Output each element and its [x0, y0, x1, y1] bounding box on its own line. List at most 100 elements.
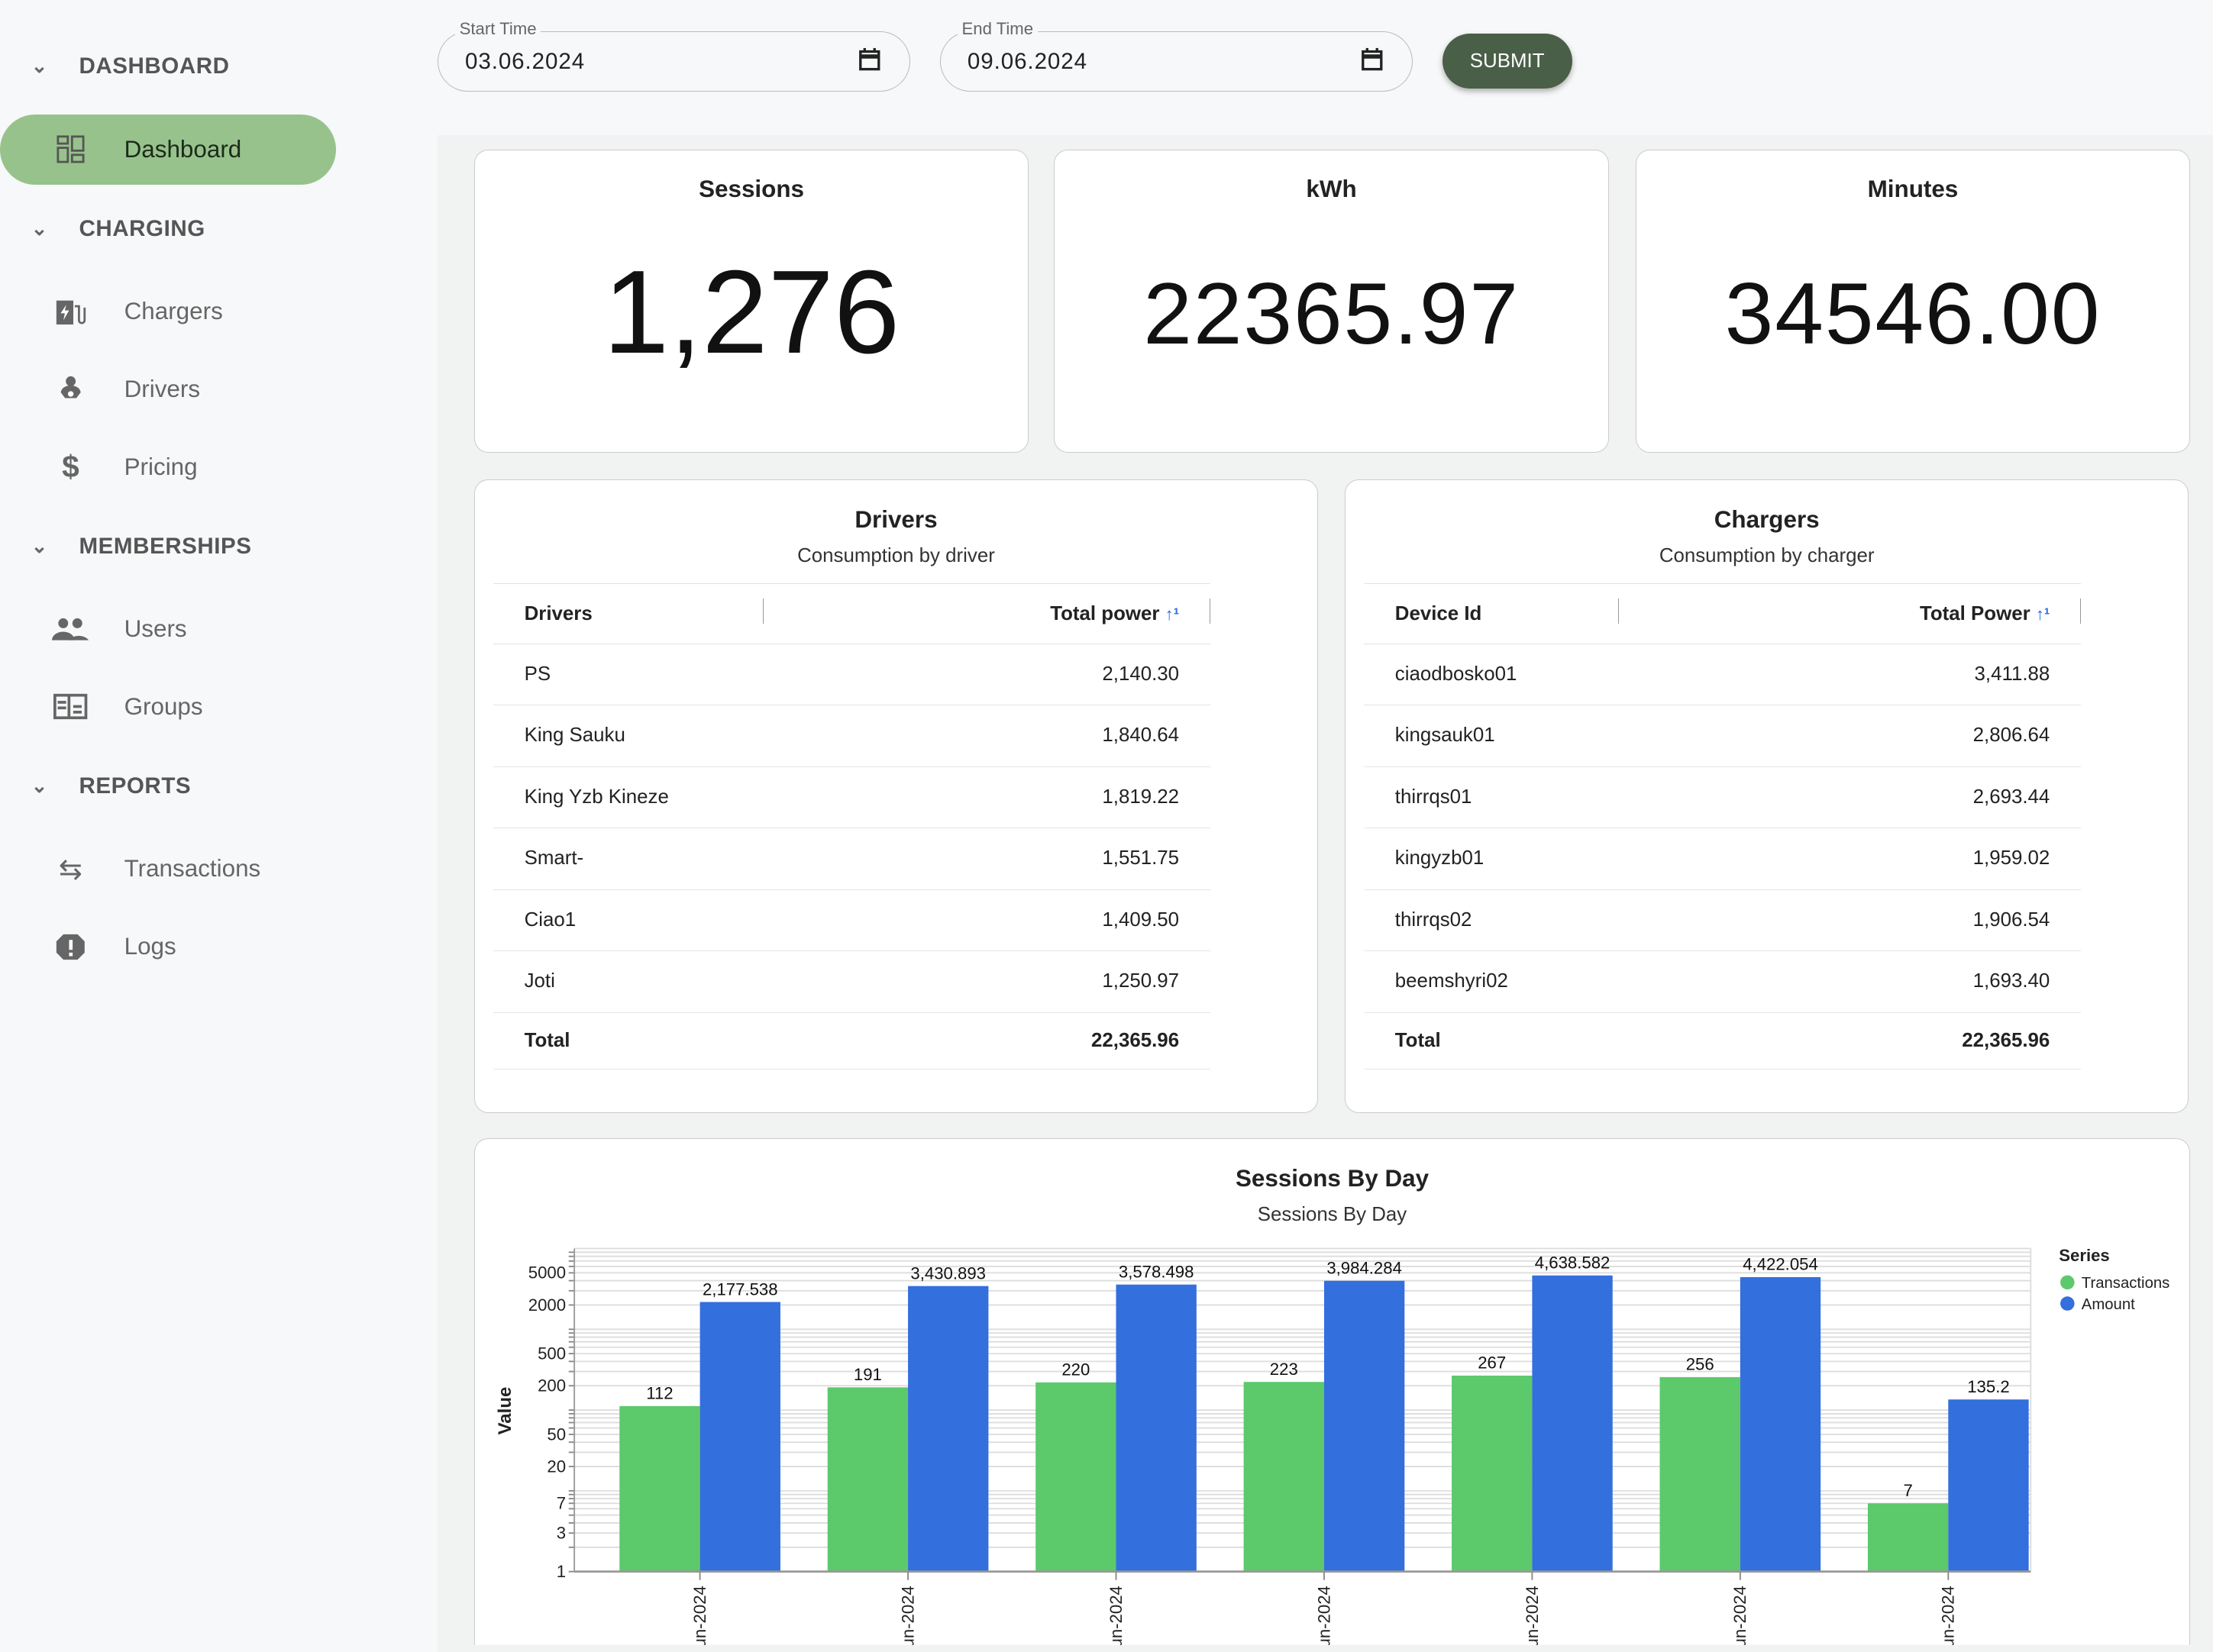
- bar-amount: [1323, 1280, 1405, 1572]
- column-header-total-power[interactable]: Total power ↑¹: [865, 583, 1210, 644]
- table-row[interactable]: thirrqs02 1,906.54: [1364, 889, 2081, 952]
- name-cell: King Sauku: [493, 705, 866, 767]
- data-label: 220: [1061, 1360, 1090, 1379]
- name-cell: thirrqs01: [1364, 766, 1715, 829]
- column-resize-handle[interactable]: [2079, 598, 2081, 624]
- y-tick-label: 3: [557, 1524, 566, 1543]
- end-time-field[interactable]: End Time 09.06.2024: [939, 19, 1413, 92]
- x-tick-label: Jun-2024: [1523, 1586, 1542, 1652]
- calendar-icon[interactable]: [1361, 47, 1384, 77]
- bar-amount: [1532, 1275, 1613, 1572]
- table-row[interactable]: Smart- 1,551.75: [493, 828, 1210, 890]
- sidebar-item-logs[interactable]: Logs: [0, 912, 336, 982]
- column-resize-handle[interactable]: [1617, 598, 1619, 624]
- dashboard-icon: [0, 135, 124, 163]
- section-memberships[interactable]: ⌄ MEMBERSHIPS: [31, 533, 252, 559]
- data-label: 191: [854, 1365, 882, 1384]
- minutes-card: Minutes 34546.00: [1635, 149, 2191, 453]
- bar-transactions: [1867, 1503, 1949, 1572]
- calendar-icon[interactable]: [858, 47, 881, 77]
- name-cell: PS: [493, 644, 866, 706]
- column-header-drivers[interactable]: Drivers: [493, 583, 866, 644]
- power-cell: 2,140.30: [865, 644, 1210, 706]
- driver-icon: [0, 376, 124, 404]
- column-header-device-id[interactable]: Device Id: [1364, 583, 1715, 644]
- name-cell: beemshyri02: [1364, 950, 1715, 1013]
- power-cell: 2,693.44: [1714, 766, 2081, 829]
- bar-amount: [1948, 1399, 2029, 1572]
- power-cell: 2,806.64: [1714, 705, 2081, 767]
- power-cell: 1,693.40: [1714, 950, 2081, 1013]
- column-header-total-power[interactable]: Total Power ↑¹: [1714, 583, 2081, 644]
- table-row[interactable]: kingyzb01 1,959.02: [1364, 828, 2081, 890]
- legend-swatch: [2060, 1275, 2075, 1290]
- bar-transactions: [1452, 1375, 1533, 1572]
- sidebar-item-transactions[interactable]: ⇆ Transactions: [0, 834, 336, 904]
- sidebar-item-chargers[interactable]: Chargers: [0, 276, 336, 347]
- sidebar-item-dashboard[interactable]: Dashboard: [0, 114, 336, 186]
- data-label: 4,638.582: [1535, 1254, 1610, 1273]
- data-label: 256: [1686, 1355, 1714, 1374]
- legend-swatch: [2060, 1296, 2075, 1311]
- drivers-card: Drivers Consumption by driver Drivers To…: [473, 479, 1319, 1114]
- bar-transactions: [619, 1405, 700, 1572]
- power-cell: 1,840.64: [865, 705, 1210, 767]
- table-row[interactable]: Joti 1,250.97: [493, 950, 1210, 1013]
- bar-amount: [1740, 1276, 1821, 1572]
- table-row[interactable]: King Yzb Kineze 1,819.22: [493, 766, 1210, 829]
- sidebar-item-groups[interactable]: Groups: [0, 672, 336, 742]
- power-cell: 3,411.88: [1714, 644, 2081, 706]
- data-label: 223: [1270, 1360, 1298, 1379]
- table-row[interactable]: Ciao1 1,409.50: [493, 889, 1210, 952]
- power-cell: 1,250.97: [865, 950, 1210, 1013]
- data-label: 3,984.284: [1326, 1259, 1402, 1278]
- x-tick-label: Jun-2024: [1939, 1586, 1958, 1652]
- sort-ascending-icon[interactable]: ↑¹: [1165, 604, 1180, 624]
- legend-label: Transactions: [2082, 1275, 2170, 1292]
- legend-label: Amount: [2082, 1296, 2135, 1313]
- sidebar-item-drivers[interactable]: Drivers: [0, 354, 336, 424]
- ev-station-icon: [0, 298, 124, 326]
- table-row[interactable]: kingsauk01 2,806.64: [1364, 705, 2081, 767]
- legend-title: Series: [2059, 1246, 2110, 1265]
- total-value: 22,365.96: [1714, 1012, 2081, 1070]
- y-tick-label: 7: [557, 1494, 566, 1513]
- power-cell: 1,819.22: [865, 766, 1210, 829]
- table-row[interactable]: ciaodbosko01 3,411.88: [1364, 644, 2081, 706]
- section-dashboard[interactable]: ⌄ DASHBOARD: [31, 53, 230, 79]
- y-tick-label: 500: [538, 1344, 566, 1363]
- y-tick-label: 1: [557, 1562, 566, 1581]
- data-label: 2,177.538: [703, 1279, 778, 1299]
- name-cell: ciaodbosko01: [1364, 644, 1715, 706]
- column-resize-handle[interactable]: [762, 598, 764, 624]
- power-cell: 1,551.75: [865, 828, 1210, 890]
- x-tick-label: Jun-2024: [1730, 1586, 1749, 1652]
- chevron-down-icon: ⌄: [31, 775, 48, 797]
- submit-button[interactable]: SUBMIT: [1442, 34, 1572, 89]
- start-time-field[interactable]: Start Time 03.06.2024: [437, 19, 910, 92]
- power-cell: 1,906.54: [1714, 889, 2081, 952]
- table-row[interactable]: thirrqs01 2,693.44: [1364, 766, 2081, 829]
- sidebar-item-pricing[interactable]: $ Pricing: [0, 431, 336, 502]
- total-label: Total: [493, 1012, 866, 1070]
- section-reports[interactable]: ⌄ REPORTS: [31, 773, 192, 799]
- y-tick-label: 200: [538, 1376, 566, 1395]
- name-cell: thirrqs02: [1364, 889, 1715, 952]
- power-cell: 1,409.50: [865, 889, 1210, 952]
- total-value: 22,365.96: [865, 1012, 1210, 1070]
- sidebar-item-users[interactable]: Users: [0, 594, 336, 664]
- name-cell: Joti: [493, 950, 866, 1013]
- table-row[interactable]: PS 2,140.30: [493, 644, 1210, 706]
- data-label: 135.2: [1967, 1377, 2009, 1396]
- table-row[interactable]: King Sauku 1,840.64: [493, 705, 1210, 767]
- sort-ascending-icon[interactable]: ↑¹: [2035, 604, 2050, 624]
- y-tick-label: 20: [547, 1457, 566, 1476]
- table-row[interactable]: beemshyri02 1,693.40: [1364, 950, 2081, 1013]
- total-label: Total: [1364, 1012, 1715, 1070]
- data-label: 267: [1478, 1354, 1506, 1373]
- swap-arrows-icon: ⇆: [58, 853, 82, 885]
- data-label: 112: [646, 1384, 673, 1403]
- users-icon: [0, 618, 124, 640]
- section-charging[interactable]: ⌄ CHARGING: [31, 215, 205, 241]
